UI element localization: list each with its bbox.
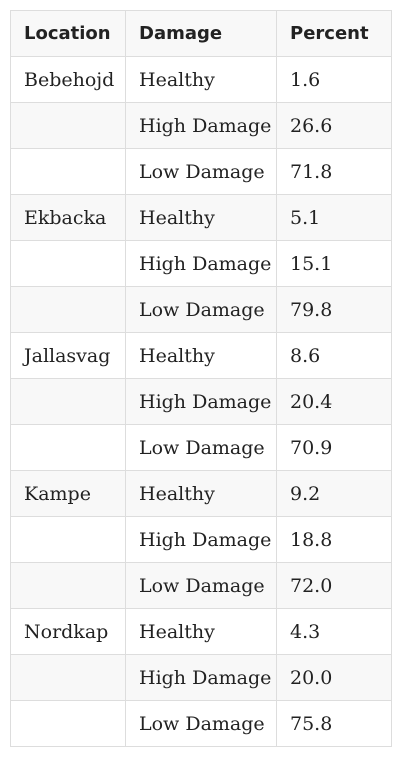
table-row: Low Damage 71.8 <box>10 148 392 195</box>
damage-cell: Healthy <box>125 470 277 517</box>
percent-cell: 15.1 <box>276 240 392 287</box>
table-row: Bebehojd Healthy 1.6 <box>10 56 392 103</box>
location-cell <box>10 240 126 287</box>
location-cell: Kampe <box>10 470 126 517</box>
location-cell: Bebehojd <box>10 56 126 103</box>
damage-cell: Low Damage <box>125 424 277 471</box>
location-cell <box>10 378 126 425</box>
table-row: Kampe Healthy 9.2 <box>10 470 392 517</box>
table-row: High Damage 18.8 <box>10 516 392 563</box>
location-cell: Ekbacka <box>10 194 126 241</box>
percent-cell: 18.8 <box>276 516 392 563</box>
percent-cell: 5.1 <box>276 194 392 241</box>
percent-cell: 20.0 <box>276 654 392 701</box>
location-cell <box>10 424 126 471</box>
table-row: Low Damage 75.8 <box>10 700 392 747</box>
damage-cell: High Damage <box>125 240 277 287</box>
damage-cell: Low Damage <box>125 700 277 747</box>
table-row: High Damage 26.6 <box>10 102 392 149</box>
percent-cell: 79.8 <box>276 286 392 333</box>
damage-cell: Healthy <box>125 56 277 103</box>
percent-cell: 71.8 <box>276 148 392 195</box>
percent-cell: 26.6 <box>276 102 392 149</box>
column-header-location: Location <box>10 10 126 57</box>
table-row: High Damage 20.0 <box>10 654 392 701</box>
column-header-damage: Damage <box>125 10 277 57</box>
location-cell: Jallasvag <box>10 332 126 379</box>
table-row: Low Damage 79.8 <box>10 286 392 333</box>
percent-cell: 20.4 <box>276 378 392 425</box>
damage-cell: Healthy <box>125 608 277 655</box>
percent-cell: 1.6 <box>276 56 392 103</box>
damage-cell: High Damage <box>125 516 277 563</box>
table-header-row: Location Damage Percent <box>10 10 392 57</box>
table-row: Nordkap Healthy 4.3 <box>10 608 392 655</box>
damage-cell: Low Damage <box>125 148 277 195</box>
table-body: Bebehojd Healthy 1.6 High Damage 26.6 Low Dam… <box>10 56 392 747</box>
location-cell <box>10 516 126 563</box>
percent-cell: 75.8 <box>276 700 392 747</box>
table-row: Low Damage 72.0 <box>10 562 392 609</box>
damage-table: Location Damage Percent Bebehojd Healthy 1… <box>10 10 392 747</box>
damage-table-container: Location Damage Percent Bebehojd Healthy 1… <box>10 10 392 747</box>
table-row: Ekbacka Healthy 5.1 <box>10 194 392 241</box>
location-cell <box>10 286 126 333</box>
damage-cell: Low Damage <box>125 286 277 333</box>
table-row: Low Damage 70.9 <box>10 424 392 471</box>
location-cell <box>10 102 126 149</box>
percent-cell: 4.3 <box>276 608 392 655</box>
location-cell <box>10 700 126 747</box>
location-cell <box>10 654 126 701</box>
column-header-percent: Percent <box>276 10 392 57</box>
table-row: Jallasvag Healthy 8.6 <box>10 332 392 379</box>
damage-cell: Low Damage <box>125 562 277 609</box>
percent-cell: 9.2 <box>276 470 392 517</box>
location-cell: Nordkap <box>10 608 126 655</box>
location-cell <box>10 562 126 609</box>
percent-cell: 72.0 <box>276 562 392 609</box>
damage-cell: High Damage <box>125 654 277 701</box>
damage-cell: Healthy <box>125 194 277 241</box>
percent-cell: 70.9 <box>276 424 392 471</box>
damage-cell: Healthy <box>125 332 277 379</box>
damage-cell: High Damage <box>125 378 277 425</box>
percent-cell: 8.6 <box>276 332 392 379</box>
table-row: High Damage 20.4 <box>10 378 392 425</box>
damage-cell: High Damage <box>125 102 277 149</box>
table-row: High Damage 15.1 <box>10 240 392 287</box>
location-cell <box>10 148 126 195</box>
